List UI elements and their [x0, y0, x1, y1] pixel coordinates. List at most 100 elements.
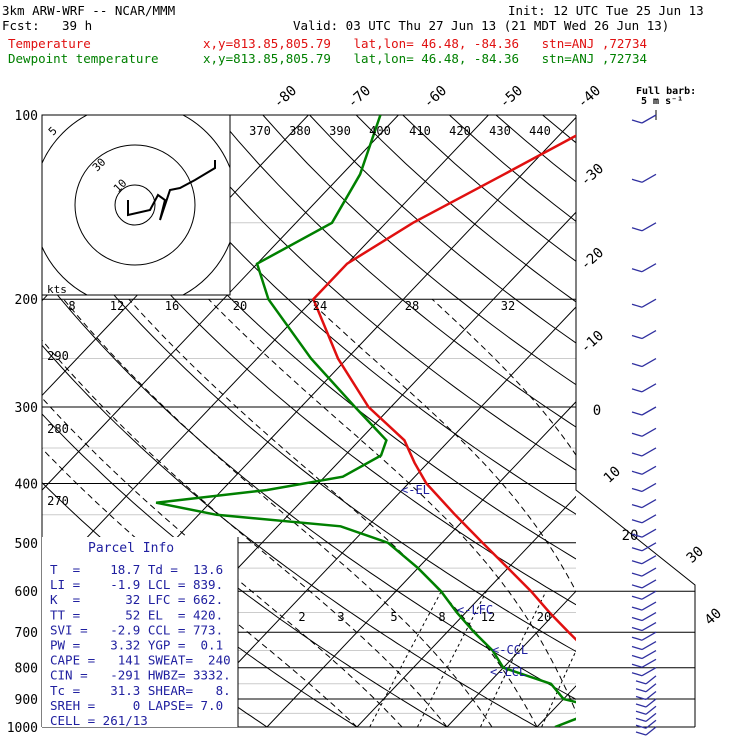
- wind-barb: [641, 649, 657, 660]
- isotherm: [42, 115, 489, 586]
- wind-barb: [645, 719, 657, 729]
- wind-barb-flag: [635, 710, 647, 715]
- mixing-label-low-20: 20: [537, 610, 551, 624]
- moist-adiabat: [208, 298, 576, 714]
- wind-barb-flag: [631, 572, 643, 577]
- dewpoint-legend: Dewpoint temperature: [8, 51, 159, 66]
- wind-barb-flag: [631, 178, 643, 183]
- isotherm: [446, 590, 576, 727]
- parcel-info-row: CELL = 261/13: [50, 713, 148, 728]
- isotherm-label-3: -50: [497, 83, 527, 112]
- dry-adiabat: [683, 115, 740, 740]
- wind-barb: [641, 528, 657, 538]
- wind-barb-flag: [631, 411, 643, 416]
- isotherm-label-4: -40: [575, 83, 605, 112]
- wind-barb-flag: [631, 362, 643, 368]
- mixing-ratio-line: [480, 590, 547, 727]
- moist-adiabat: [128, 298, 538, 727]
- forecast-hour: 39 h: [62, 18, 93, 33]
- wind-barb: [641, 658, 657, 668]
- wind-barb: [641, 542, 657, 552]
- parcel-info-row: K = 32 LFC = 662.: [50, 592, 223, 607]
- wind-barb: [641, 329, 657, 340]
- series-temperature: [311, 134, 576, 642]
- wind-barb: [645, 705, 657, 715]
- pressure-label-400: 400: [15, 477, 38, 492]
- wind-barb-flag: [631, 626, 643, 632]
- dry-adiabat: [402, 115, 576, 262]
- wind-barb-flag: [631, 606, 643, 611]
- wind-barb-flag: [631, 595, 643, 600]
- isotherm-label-9: 10: [601, 463, 624, 486]
- parcel-info-box: [42, 537, 239, 727]
- wind-barb: [641, 590, 657, 600]
- wind-barb-flag: [635, 695, 647, 701]
- mixing-label-top-8: 8: [68, 299, 75, 313]
- barb-legend-title: Full barb:: [636, 86, 696, 97]
- wind-barb-flag: [631, 303, 643, 308]
- wind-barb-flag: [631, 533, 643, 538]
- sounding-profiles: [155, 115, 576, 727]
- hodograph-trace: [127, 160, 216, 221]
- parcel-info-row: CIN = -291 HWBZ= 3332.: [50, 668, 231, 683]
- wind-barb: [641, 298, 657, 308]
- theta-label-390: 390: [329, 124, 351, 138]
- wind-barb-flag: [631, 334, 643, 340]
- wind-barb: [641, 447, 657, 457]
- wind-barb: [641, 465, 657, 475]
- wind-barb-flag: [631, 560, 643, 565]
- pressure-label-800: 800: [15, 662, 38, 677]
- pressure-label-500: 500: [15, 537, 38, 552]
- isotherm-label-11: 30: [684, 543, 707, 566]
- isotherm: [266, 401, 576, 727]
- dry-adiabat: [729, 115, 740, 740]
- isotherm-label-2: -60: [421, 83, 451, 112]
- mixing-ratio-line: [541, 649, 576, 727]
- hodograph-ring: [74, 144, 196, 266]
- wind-barb-flag: [635, 688, 647, 693]
- barb-legend-units: 5 m s⁻¹: [641, 96, 683, 107]
- dry-adiabat: [262, 115, 576, 386]
- wind-barb: [641, 667, 657, 677]
- pressure-label-700: 700: [15, 626, 38, 641]
- dry-adiabat: [215, 115, 576, 428]
- wind-barb-flag: [635, 703, 647, 708]
- wind-barb: [641, 567, 657, 577]
- wind-barb: [641, 173, 657, 183]
- dry-adiabat: [42, 344, 539, 727]
- wind-barb: [641, 222, 657, 232]
- wind-barb: [641, 601, 657, 611]
- wind-barb-flag: [631, 452, 643, 457]
- mixing-ratio-line: [416, 590, 487, 727]
- moist-adiabat: [63, 298, 493, 727]
- wind-barb-flag: [631, 470, 643, 475]
- temperature-location: x,y=813.85,805.79 lat,lon= 46.48, -84.36…: [203, 36, 648, 51]
- wind-barb-flag: [631, 616, 643, 622]
- isotherm-label-0: -80: [271, 83, 301, 112]
- isotherm: [176, 306, 576, 727]
- dry-adiabat: [542, 115, 576, 144]
- parcel-info-row: CAPE = 141 SWEAT= 240: [50, 653, 231, 668]
- wind-barb-flag: [631, 503, 643, 509]
- wind-barb-flag: [635, 724, 647, 729]
- wind-barb-flag: [631, 645, 643, 651]
- dry-adiabat: [76, 115, 576, 560]
- isotherm-label-12: 40: [702, 605, 725, 628]
- wind-barb-flag: [631, 584, 643, 589]
- mixing-label-low-8: 8: [438, 610, 445, 624]
- mixing-label-top-32: 32: [501, 299, 515, 313]
- hodograph-units: kts: [47, 283, 67, 296]
- theta-label-440: 440: [529, 124, 551, 138]
- mixing-label-top-20: 20: [233, 299, 247, 313]
- wind-barb-flag: [631, 663, 643, 668]
- wind-barb: [641, 406, 657, 416]
- forecast-label: Fcst:: [2, 18, 40, 33]
- wind-barb: [641, 427, 657, 437]
- parcel-info-row: T = 18.7 Td = 13.6: [50, 562, 223, 577]
- wind-barb: [641, 482, 657, 493]
- wind-barb: [645, 675, 657, 685]
- wind-barb: [641, 579, 657, 589]
- wind-barb-flag: [635, 731, 647, 736]
- wind-barb: [641, 640, 657, 651]
